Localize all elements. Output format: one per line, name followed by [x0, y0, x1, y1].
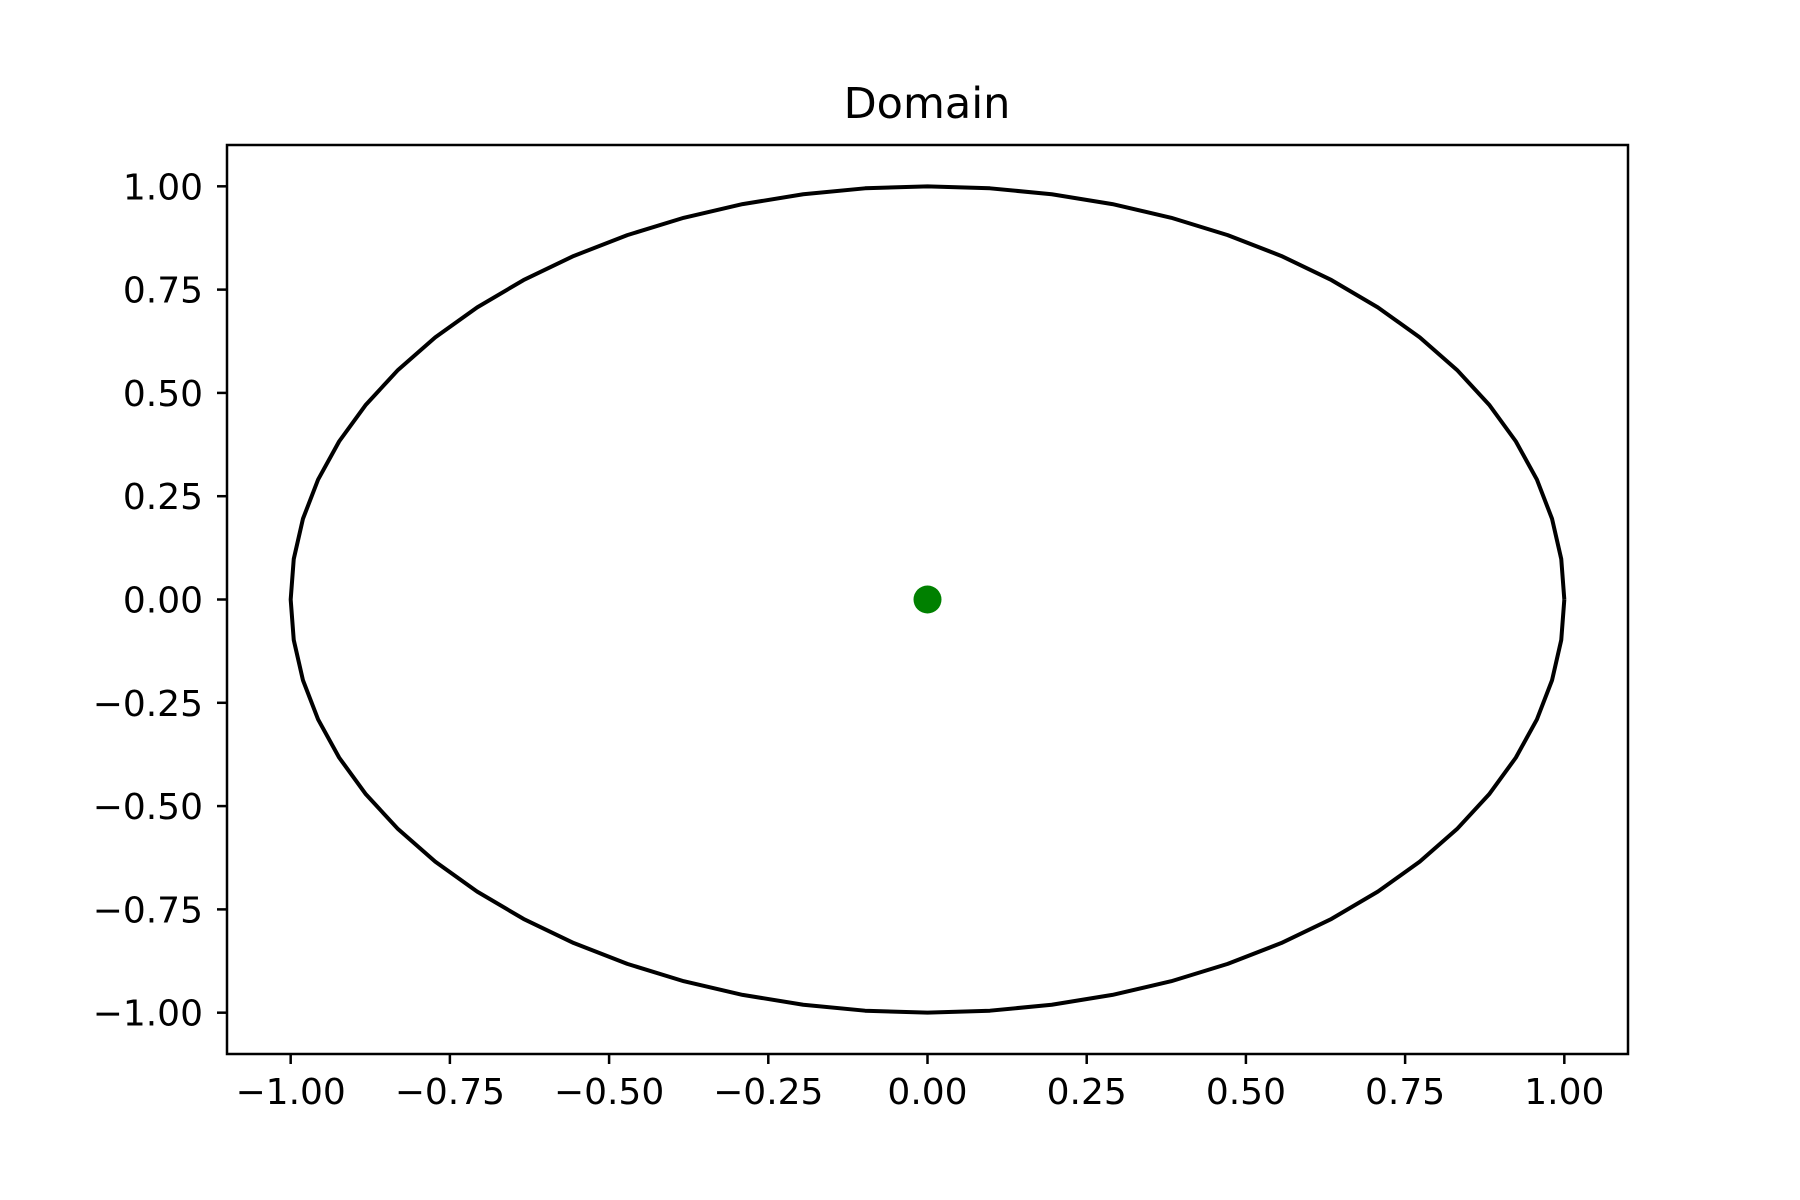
y-tick-label: −0.50: [93, 787, 203, 828]
x-tick-label: 1.00: [1524, 1072, 1604, 1113]
chart-title: Domain: [844, 79, 1011, 129]
x-tick-label: −0.50: [554, 1072, 664, 1113]
y-tick-label: 1.00: [123, 167, 203, 208]
y-tick-label: 0.00: [123, 581, 203, 622]
boundary-curve: [288, 184, 1567, 1015]
axes-frame: [225, 143, 1630, 1056]
y-tick-label: 0.75: [123, 271, 203, 312]
x-tick-label: −1.00: [236, 1072, 346, 1113]
x-tick-label: 0.50: [1206, 1072, 1286, 1113]
y-tick-label: −0.25: [93, 684, 203, 725]
y-tick-label: −1.00: [93, 994, 203, 1035]
y-tick-label: 0.25: [123, 477, 203, 518]
x-tick-label: 0.75: [1365, 1072, 1445, 1113]
x-tick-label: −0.25: [713, 1072, 823, 1113]
x-tick-label: −0.75: [395, 1072, 505, 1113]
y-tick-label: 0.50: [123, 374, 203, 415]
x-tick-label: 0.00: [887, 1072, 967, 1113]
y-axis: −1.00 −0.75 −0.50 −0.25 0.00 0.25 0.50 0.75 1.00: [93, 167, 227, 1035]
data-point: [913, 585, 942, 614]
x-tick-label: 0.25: [1047, 1072, 1127, 1113]
plot-area: [288, 184, 1567, 1015]
y-tick-label: −0.75: [93, 890, 203, 931]
x-axis: −1.00 −0.75 −0.50 −0.25 0.00 0.25 0.50 0.75 1.00: [236, 1054, 1604, 1113]
